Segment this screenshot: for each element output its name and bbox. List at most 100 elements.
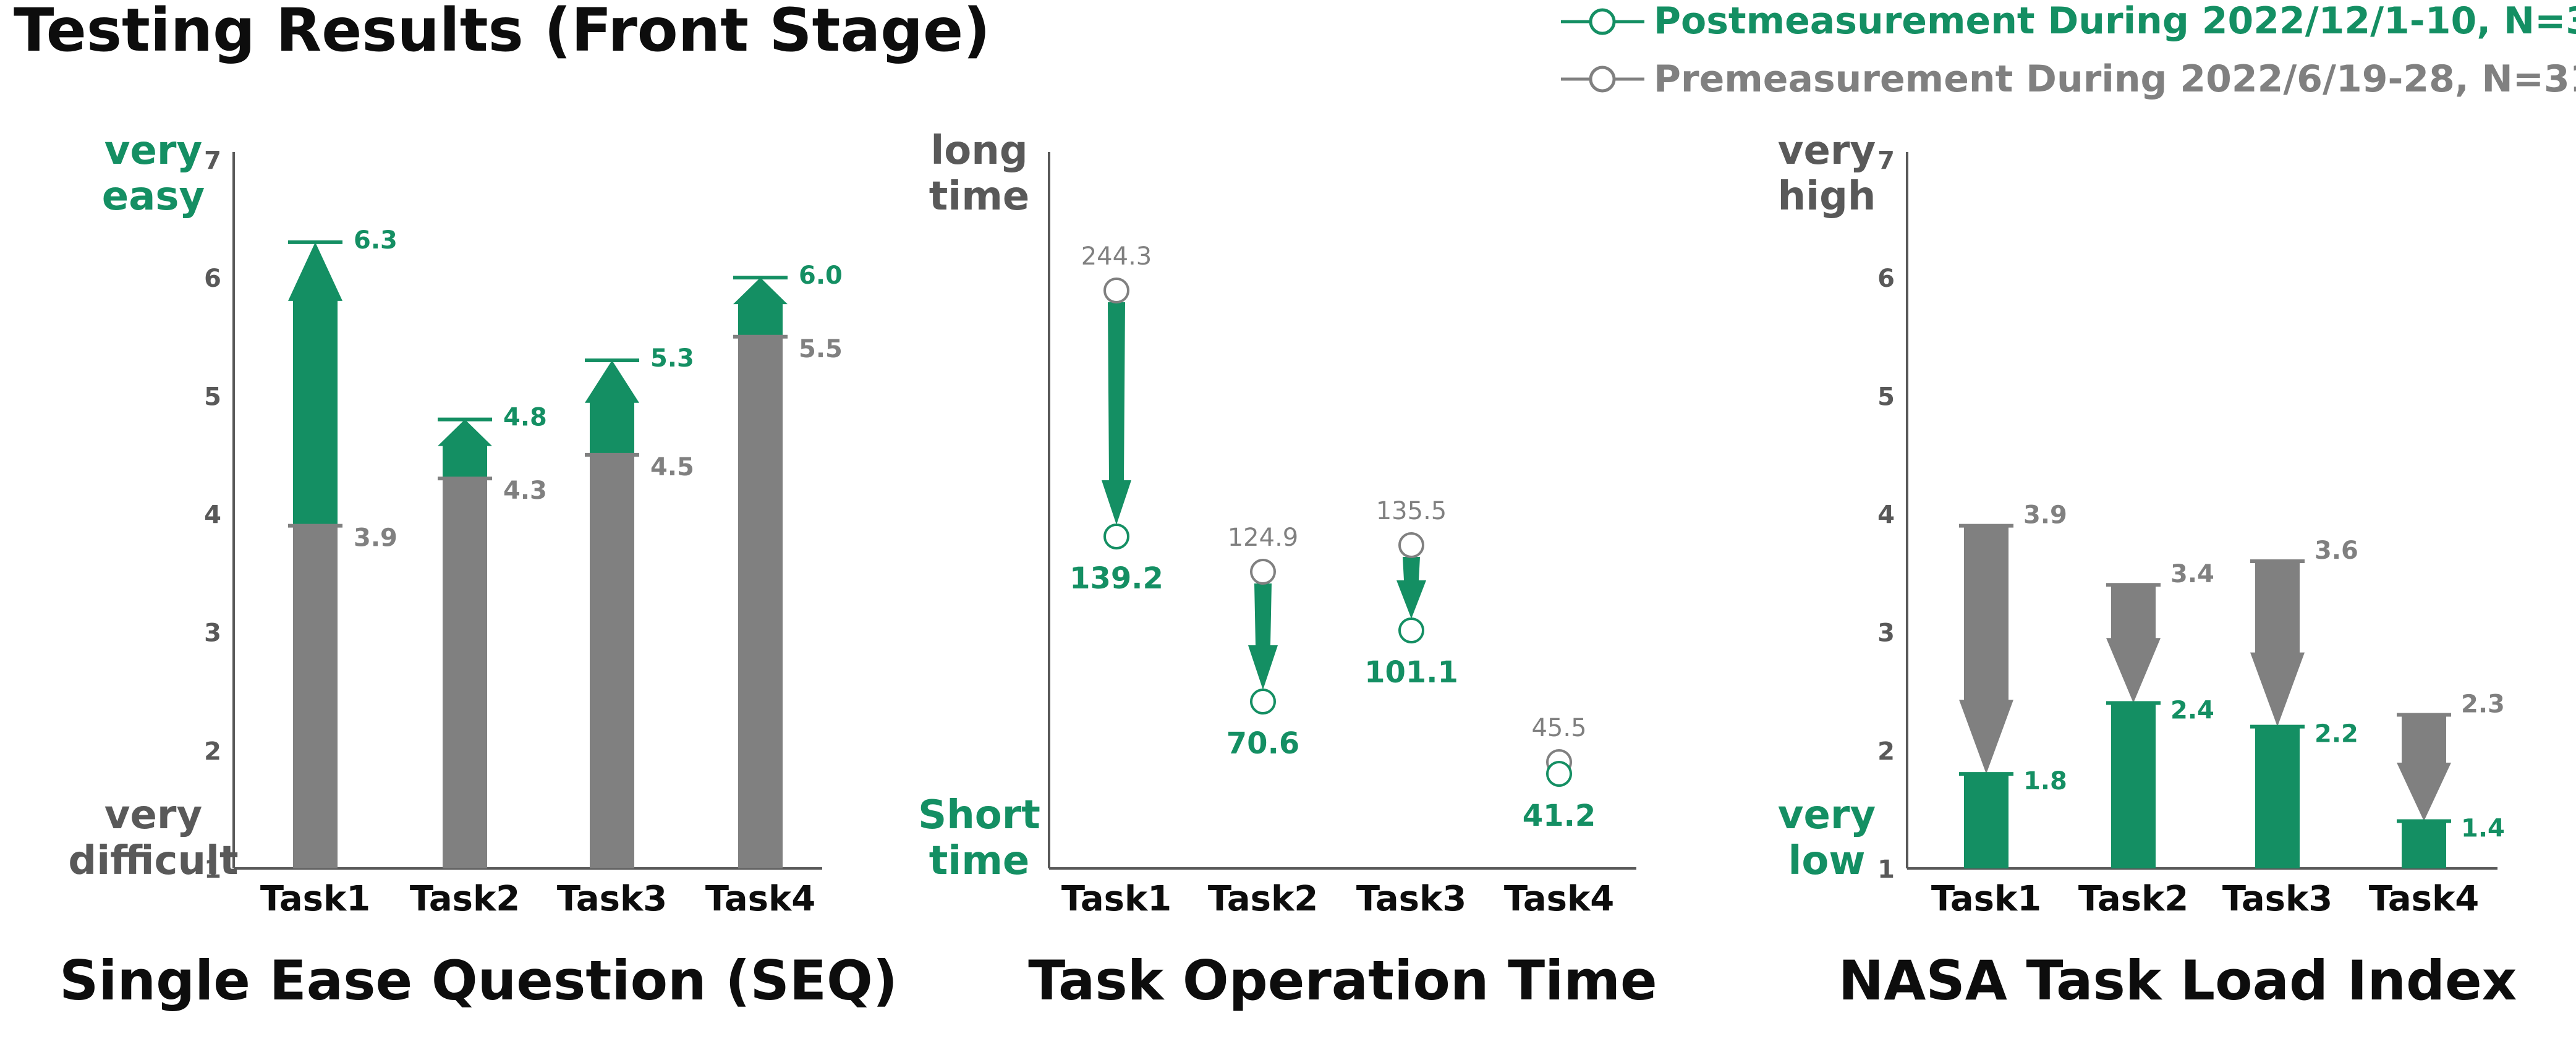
arrow-pre-task2: [2106, 585, 2161, 703]
y-tick-label: 6: [1877, 265, 1895, 293]
y-tick-label: 7: [204, 146, 221, 175]
bar-post-task3: [2255, 726, 2300, 868]
bar-post-task2: [2111, 703, 2156, 868]
x-tick-label: Task3: [2222, 879, 2332, 919]
data-label-pre: 135.5: [1376, 497, 1447, 525]
bar-pre-task2: [443, 478, 487, 868]
marker-post-task4: [1546, 761, 1572, 787]
x-tick-label: Task4: [1504, 879, 1614, 919]
x-tick-label: Task2: [410, 879, 520, 919]
arrow-pre-task3: [2250, 561, 2305, 727]
arrow-post-task1: [288, 242, 342, 526]
arrow-pre-task1: [1959, 525, 2013, 774]
x-tick-label: Task4: [705, 879, 815, 919]
data-label-pre: 4.3: [503, 477, 547, 505]
data-label-post: 2.4: [2170, 696, 2214, 724]
y-tick-label: 3: [1877, 619, 1895, 648]
data-label-post: 139.2: [1069, 561, 1163, 596]
y-tick-label: 7: [1877, 146, 1895, 175]
arrow-pre-task4: [2397, 715, 2451, 821]
y-tick-label: 6: [204, 265, 221, 293]
chart-title: Task Operation Time: [1028, 949, 1657, 1012]
marker-post-task3: [1398, 617, 1424, 643]
arrow-post-task3: [585, 360, 639, 455]
y-tick-label: 4: [1877, 501, 1895, 530]
bar-post-task4: [2402, 821, 2446, 868]
y-top-label: easy: [102, 174, 205, 219]
legend-item-pre: Premeasurement During 2022/6/19-28, N=31: [1561, 57, 2576, 101]
legend-label-post: Postmeasurement During 2022/12/1-10, N=3…: [1654, 0, 2576, 43]
marker-pre-task3: [1398, 532, 1424, 558]
y-tick-label: 5: [1877, 383, 1895, 411]
arrow-time-task1: [1102, 302, 1131, 525]
data-label-pre: 2.3: [2461, 690, 2505, 718]
marker-pre-task2: [1250, 559, 1276, 585]
data-label-post: 1.4: [2461, 815, 2505, 843]
y-tick-label: 4: [204, 501, 221, 530]
x-tick-label: Task3: [1356, 879, 1466, 919]
legend-item-post: Postmeasurement During 2022/12/1-10, N=3…: [1561, 0, 2576, 43]
data-label-post: 2.2: [2315, 720, 2358, 749]
y-tick-label: 1: [204, 855, 221, 884]
bar-post-task1: [1964, 774, 2009, 868]
data-label-post: 101.1: [1364, 655, 1458, 690]
y-top-label: high: [1778, 174, 1876, 219]
y-tick-label: 3: [204, 619, 221, 648]
data-label-pre: 3.9: [2023, 501, 2067, 530]
y-tick-label: 2: [1877, 737, 1895, 766]
y-top-label: long: [930, 128, 1027, 174]
y-bottom-label: very: [1778, 792, 1876, 838]
x-tick-label: Task4: [2369, 879, 2479, 919]
x-tick-label: Task1: [1931, 879, 2041, 919]
y-bottom-label: time: [929, 838, 1030, 884]
y-top-label: time: [929, 174, 1030, 219]
data-label-post: 5.3: [650, 344, 694, 373]
x-tick-label: Task2: [1208, 879, 1318, 919]
y-top-label: very: [1778, 128, 1876, 174]
data-label-pre: 124.9: [1228, 524, 1299, 552]
data-label-pre: 4.5: [650, 453, 694, 481]
chart-title: NASA Task Load Index: [1838, 949, 2517, 1012]
data-label-pre: 5.5: [799, 335, 843, 363]
data-label-pre: 45.5: [1531, 714, 1586, 742]
data-label-post: 6.3: [354, 226, 397, 255]
bar-pre-task3: [590, 454, 634, 868]
y-tick-label: 1: [1877, 855, 1895, 884]
y-bottom-label: very: [104, 792, 202, 838]
data-label-post: 4.8: [503, 404, 547, 432]
legend-marker-pre: [1589, 66, 1616, 93]
data-label-post: 1.8: [2023, 767, 2067, 795]
legend-label-pre: Premeasurement During 2022/6/19-28, N=31: [1654, 57, 2576, 101]
arrow-post-task2: [438, 419, 492, 479]
chart-title: Single Ease Question (SEQ): [59, 949, 898, 1012]
data-label-pre: 3.9: [354, 524, 397, 553]
x-tick-label: Task3: [557, 879, 667, 919]
marker-post-task2: [1250, 689, 1276, 715]
data-label-pre: 244.3: [1081, 242, 1152, 271]
marker-pre-task1: [1103, 278, 1129, 303]
x-tick-label: Task1: [1061, 879, 1171, 919]
y-top-label: very: [104, 128, 202, 174]
arrow-post-task4: [733, 278, 788, 337]
x-tick-label: Task1: [260, 879, 370, 919]
data-label-pre: 3.6: [2315, 536, 2358, 565]
arrow-time-task3: [1396, 557, 1426, 619]
y-bottom-label: Short: [918, 792, 1040, 838]
data-label-pre: 3.4: [2170, 560, 2214, 588]
x-tick-label: Task2: [2078, 879, 2188, 919]
data-label-post: 41.2: [1523, 799, 1596, 833]
y-bottom-label: low: [1788, 838, 1865, 884]
data-label-post: 6.0: [799, 261, 843, 290]
y-tick-label: 2: [204, 737, 221, 766]
marker-post-task1: [1103, 524, 1129, 549]
legend: Postmeasurement During 2022/12/1-10, N=3…: [1561, 0, 2576, 101]
bar-pre-task1: [293, 525, 338, 868]
bar-pre-task4: [738, 336, 783, 868]
legend-marker-post: [1589, 8, 1616, 35]
